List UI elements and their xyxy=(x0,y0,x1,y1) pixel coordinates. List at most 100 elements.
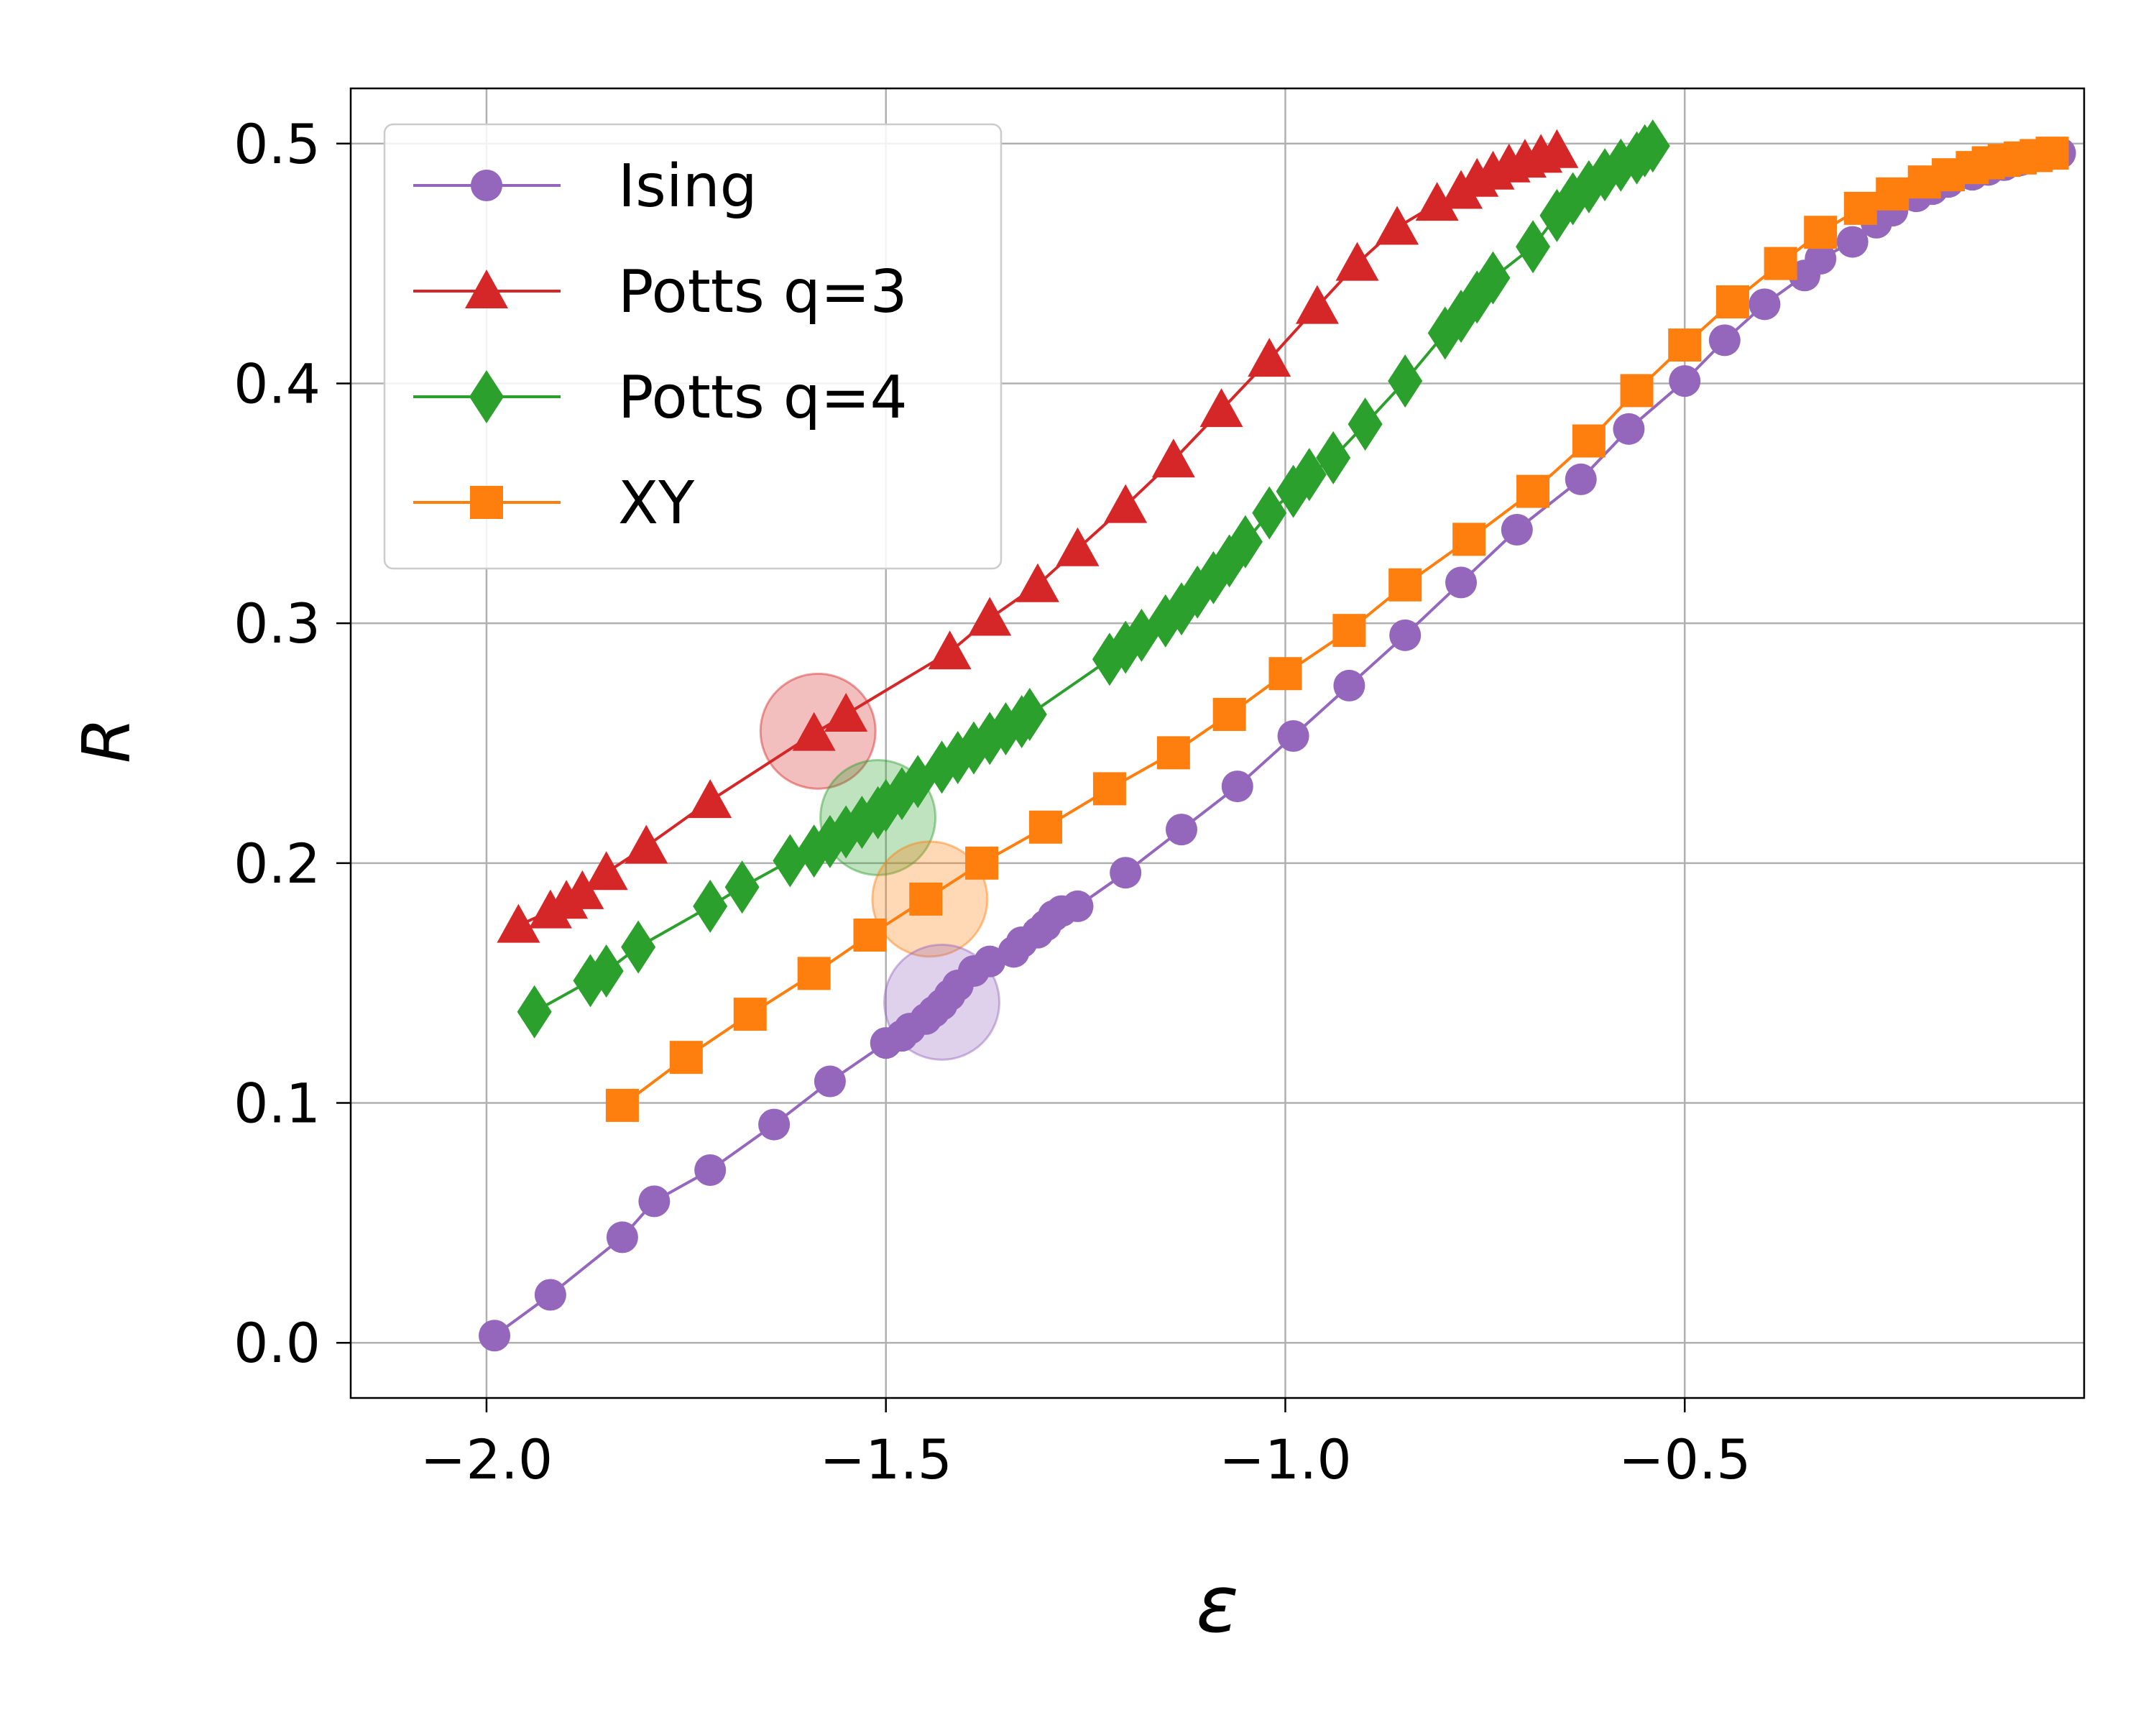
data-point xyxy=(517,985,552,1039)
data-point xyxy=(1151,438,1195,478)
data-point xyxy=(1715,285,1749,318)
data-point xyxy=(1516,220,1551,274)
data-point xyxy=(1277,719,1309,752)
y-tick-label: 0.1 xyxy=(234,1072,321,1136)
data-point xyxy=(1015,563,1059,602)
legend-label: Potts q=3 xyxy=(618,258,908,326)
data-point xyxy=(724,860,760,914)
series-xy xyxy=(605,137,2069,1122)
data-point xyxy=(733,998,767,1031)
data-point xyxy=(479,1320,511,1352)
data-point xyxy=(589,944,624,998)
legend-entry: Potts q=3 xyxy=(413,258,908,326)
data-point xyxy=(1268,657,1302,691)
data-point xyxy=(688,779,732,819)
legend-label: XY xyxy=(618,469,695,538)
data-point xyxy=(1635,119,1670,173)
data-point xyxy=(1029,810,1063,844)
legend-marker xyxy=(471,170,502,201)
data-point xyxy=(1156,736,1190,770)
x-tick-label: −2.0 xyxy=(420,1427,553,1491)
data-point xyxy=(1749,288,1781,321)
data-point xyxy=(1061,890,1094,922)
data-point xyxy=(1668,328,1702,362)
data-point xyxy=(1669,365,1701,397)
data-point xyxy=(1348,397,1383,451)
data-point xyxy=(1221,770,1253,803)
y-axis-ticks: 0.0 0.1 0.2 0.3 0.4 0.5 xyxy=(234,112,351,1375)
data-point xyxy=(1295,285,1339,324)
legend-marker xyxy=(465,270,508,308)
data-point xyxy=(605,1088,639,1122)
x-tick-label: −1.5 xyxy=(819,1427,952,1491)
data-point xyxy=(972,712,1008,765)
data-point xyxy=(1805,242,1837,275)
data-point xyxy=(561,870,604,909)
data-point xyxy=(1572,424,1606,458)
data-point xyxy=(1199,388,1243,428)
y-tick-label: 0.0 xyxy=(234,1311,321,1375)
y-axis-title: R xyxy=(68,717,145,763)
data-point xyxy=(1376,206,1419,245)
data-point xyxy=(693,879,728,933)
data-point xyxy=(1804,216,1838,249)
data-point xyxy=(965,846,999,880)
data-point xyxy=(584,851,628,891)
legend-marker xyxy=(469,370,504,423)
data-point xyxy=(1620,374,1654,408)
data-point xyxy=(1332,614,1366,648)
data-point xyxy=(797,957,831,990)
data-point xyxy=(669,1041,703,1075)
data-point xyxy=(1516,474,1550,508)
data-point xyxy=(1475,251,1511,305)
data-point xyxy=(1389,619,1422,651)
data-point xyxy=(824,692,868,732)
y-tick-label: 0.2 xyxy=(234,832,321,896)
data-point xyxy=(1212,697,1246,731)
data-point xyxy=(1012,687,1047,741)
data-point xyxy=(621,920,656,974)
data-point xyxy=(638,1185,671,1218)
y-tick-label: 0.3 xyxy=(234,592,321,656)
data-point xyxy=(1335,242,1379,281)
data-point xyxy=(1388,354,1423,408)
data-point xyxy=(1415,182,1459,221)
series-potts-q-3 xyxy=(497,129,1579,943)
data-point xyxy=(853,918,887,952)
y-tick-label: 0.4 xyxy=(234,351,321,415)
data-point xyxy=(606,1221,638,1254)
data-point xyxy=(792,712,836,751)
legend-entry: Ising xyxy=(413,152,757,221)
x-axis-ticks: −2.0 −1.5 −1.0 −0.5 xyxy=(420,1398,1751,1491)
data-point xyxy=(1333,669,1365,702)
x-tick-label: −0.5 xyxy=(1618,1427,1751,1491)
data-point xyxy=(1252,486,1287,540)
data-point xyxy=(773,834,808,888)
data-point xyxy=(1501,514,1533,546)
data-point xyxy=(1452,523,1486,556)
data-point xyxy=(1104,484,1148,523)
data-point xyxy=(1388,568,1422,602)
data-point xyxy=(1291,448,1327,502)
data-point xyxy=(1445,566,1478,599)
data-point xyxy=(534,1279,566,1311)
data-point xyxy=(1836,226,1869,258)
legend-entry: Potts q=4 xyxy=(413,364,908,432)
data-point xyxy=(814,1065,846,1098)
legend-label: Potts q=4 xyxy=(618,364,908,432)
series-potts-q-4 xyxy=(517,119,1670,1039)
data-point xyxy=(1248,338,1291,377)
data-point xyxy=(758,1108,791,1141)
data-point xyxy=(974,945,1006,978)
data-point xyxy=(928,630,972,670)
data-point xyxy=(694,1154,727,1186)
data-point xyxy=(1876,177,1909,211)
data-point xyxy=(968,597,1012,636)
legend-marker xyxy=(470,486,503,519)
y-tick-label: 0.5 xyxy=(234,112,321,176)
data-point xyxy=(1444,290,1479,344)
data-point xyxy=(1056,527,1100,566)
data-point xyxy=(1571,160,1606,213)
data-point xyxy=(497,903,540,943)
